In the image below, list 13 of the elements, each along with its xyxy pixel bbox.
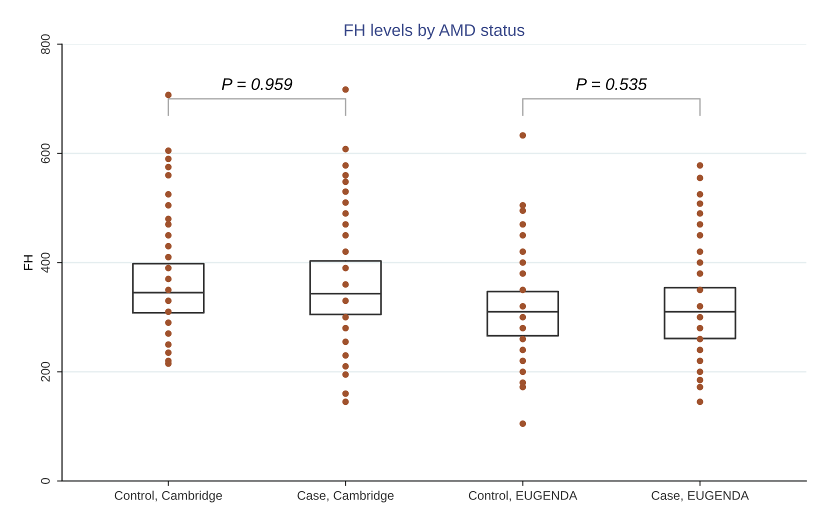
- annotation: P = 0.959: [222, 78, 292, 90]
- x-tick-label: Control, EUGENDA: [468, 490, 578, 502]
- x-tick-label: Case, EUGENDA: [652, 491, 749, 502]
- y-tick-label: 800: [40, 34, 50, 54]
- annotation: P = 0.535: [576, 78, 648, 90]
- y-tick-label: 600: [40, 143, 50, 164]
- y-tick-label: 0: [40, 478, 50, 484]
- y-tick-label: 400: [40, 252, 50, 273]
- y-axis-title: FH: [24, 255, 32, 270]
- x-tick-label: Control, Cambridge: [114, 490, 222, 502]
- x-tick-label: Case, Cambridge: [298, 490, 394, 502]
- y-tick-label: 200: [40, 362, 50, 382]
- chart-title: FH levels by AMD status: [344, 24, 524, 40]
